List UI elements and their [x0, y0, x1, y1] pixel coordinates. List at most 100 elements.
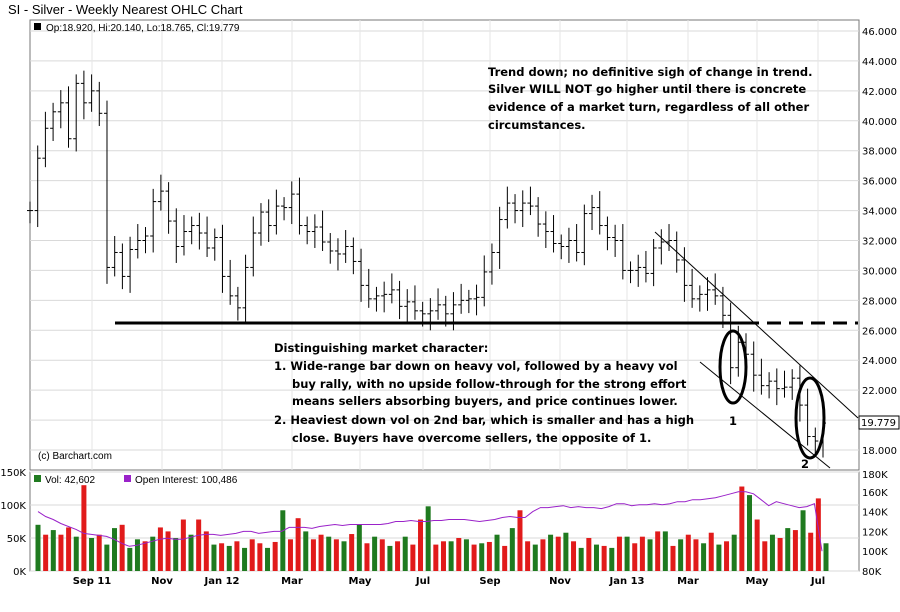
ohlc-bar [542, 211, 549, 248]
ohlc-bar [388, 273, 395, 304]
volume-bar [379, 539, 385, 571]
volume-axis: 150K 100K 50K 0K [0, 468, 26, 578]
volume-bar [762, 541, 768, 571]
ellipse-label-2: 2 [801, 457, 809, 471]
open-interest-tick-label: 100K [862, 547, 888, 558]
volume-bar [456, 538, 462, 571]
ohlc-bar [481, 255, 488, 307]
ohlc-bar [219, 224, 226, 293]
volume-bar [724, 541, 730, 571]
ohlc-bar [465, 289, 472, 314]
ohlc-bar [88, 74, 95, 112]
volume-bar [609, 547, 615, 571]
highlight-ellipse-2 [794, 376, 826, 460]
volume-bar [571, 541, 577, 571]
volume-bar [586, 538, 592, 571]
volume-bar [356, 524, 362, 571]
volume-bar [463, 539, 469, 571]
volume-bar [739, 486, 745, 571]
ohlc-bar [34, 145, 41, 228]
ohlc-bars [27, 70, 826, 458]
ohlc-bar [211, 228, 218, 261]
ohlc-bar [696, 285, 703, 312]
volume-bar [81, 485, 87, 571]
volume-bar [502, 545, 508, 571]
ohlc-bar [766, 372, 773, 399]
volume-bar [43, 534, 49, 571]
ohlc-bar [65, 86, 72, 148]
open-interest-tick-label: 140K [862, 508, 888, 519]
volume-bar [203, 531, 209, 571]
ohlc-bar [519, 190, 526, 228]
volume-bar [693, 539, 699, 571]
volume-bar [295, 518, 301, 571]
volume-bar [647, 539, 653, 571]
open-interest-tick-label: 160K [862, 488, 888, 499]
middle-note-line: buy rally, with no upside follow-through… [292, 377, 687, 391]
price-tick-label: 28.000 [862, 296, 897, 307]
ohlc-bar [165, 182, 172, 234]
ohlc-bar [581, 204, 588, 266]
volume-bar [685, 534, 691, 571]
volume-bar [165, 531, 171, 571]
trend-channel-upper [654, 231, 859, 419]
ohlc-bar [758, 358, 765, 395]
ohlc-bar [396, 280, 403, 320]
volume-bar [364, 543, 370, 571]
ohlc-bar [573, 224, 580, 262]
ohlc-bar [242, 254, 249, 325]
volume-bar [792, 530, 798, 571]
price-axis: 46.000 44.000 42.000 40.000 38.000 36.000 34.0… [862, 27, 897, 457]
volume-bar [440, 541, 446, 571]
volume-bar [532, 544, 538, 571]
ohlc-bar [689, 268, 696, 308]
volume-bar [242, 547, 248, 571]
ohlc-bar [373, 286, 380, 312]
open-interest-legend: Open Interest: 100,486 [135, 475, 238, 486]
volume-bar [180, 519, 186, 571]
volume-bar [173, 538, 179, 571]
volume-bar [555, 536, 561, 571]
middle-note-line: 1. Wide-range bar down on heavy vol, fol… [274, 359, 678, 373]
volume-bar [188, 534, 194, 571]
ohlc-legend: Op:18.920, Hi:20.140, Lo:18.765, Cl:19.7… [46, 23, 240, 34]
ohlc-bar [442, 295, 449, 327]
ohlc-bar [234, 286, 241, 321]
volume-bar [433, 544, 439, 571]
volume-bar [494, 534, 500, 571]
volume-bar [639, 536, 645, 571]
ohlc-bar [173, 208, 180, 263]
ohlc-bar [365, 268, 372, 308]
volume-bar [425, 506, 431, 571]
volume-bar [112, 528, 118, 571]
ohlc-bar [612, 224, 619, 257]
price-tick-label: 24.000 [862, 356, 897, 367]
volume-tick-label: 50K [7, 534, 27, 545]
volume-bar [157, 527, 163, 571]
volume-bar [402, 536, 408, 571]
volume-bar [785, 528, 791, 571]
volume-bar [318, 534, 324, 571]
volume-bar [326, 536, 332, 571]
ohlc-bar [327, 233, 334, 264]
ohlc-bar [180, 215, 187, 256]
ohlc-bar [250, 216, 257, 277]
ohlc-bar [627, 261, 634, 284]
ohlc-bar [558, 234, 565, 260]
volume-bar [509, 528, 515, 571]
last-price-box [858, 415, 900, 430]
volume-bar [196, 519, 202, 571]
ohlc-bar [527, 186, 534, 216]
open-interest-axis: 180K 160K 140K 120K 100K 80K [862, 470, 888, 578]
ohlc-bar [381, 281, 388, 313]
ohlc-bar [350, 237, 357, 275]
volume-bar [593, 544, 599, 571]
volume-bar [341, 541, 347, 571]
middle-note-line: close. Buyers have overcome sellers, the… [292, 431, 651, 445]
volume-bar [58, 534, 64, 571]
x-tick-label: Jan 12 [204, 576, 240, 587]
volume-bar [601, 545, 607, 571]
ohlc-bar [227, 259, 234, 305]
volume-bar [777, 538, 783, 571]
